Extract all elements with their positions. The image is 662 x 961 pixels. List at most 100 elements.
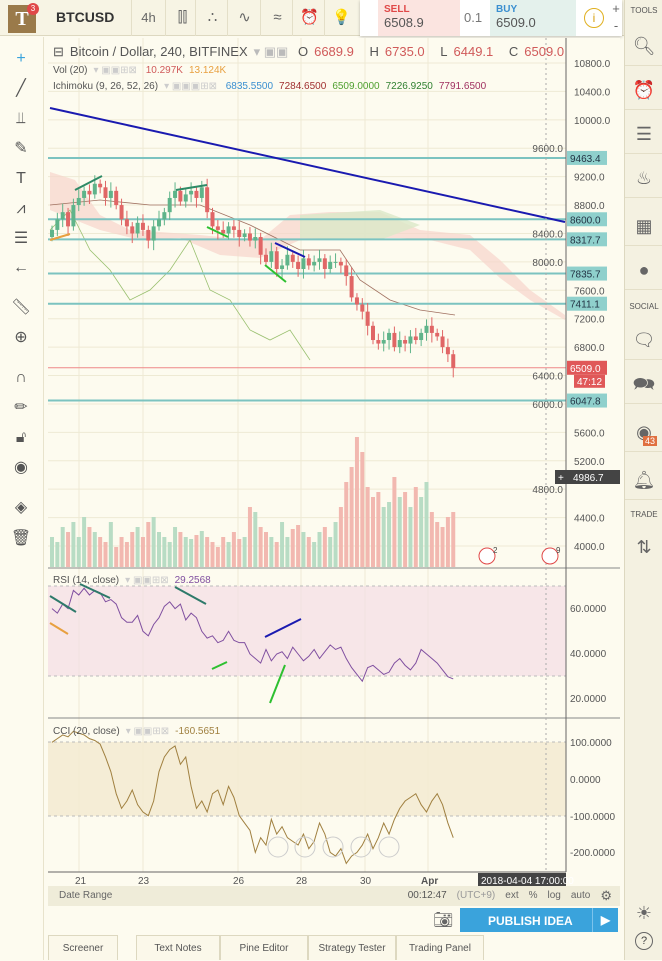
volume-legend[interactable]: Vol (20) ▾ ▣▣⊞⊠ 10.297K 13.124K [53,65,227,76]
time-axis[interactable]: 21 23 26 28 30 Apr 2018-04-04 17:00:00 [75,873,574,887]
volume-bar [178,532,183,567]
chat-icon[interactable]: 🗨︎ [625,320,662,360]
economic-event-flag-icon[interactable] [541,547,559,565]
volume-bar [253,512,258,567]
chart-canvas[interactable]: 10800.0 10400.0 10000.0 9600.0 9200.0 8800.0 8… [48,38,620,888]
collapse-icon[interactable]: ⊟ [53,44,64,59]
eye-icon[interactable]: ◉ [14,459,28,476]
notifications-bell-icon[interactable]: 🔔︎ [625,460,662,500]
magnet-icon[interactable]: ∩ [15,369,27,386]
low-value: 6449.1 [453,44,494,59]
candles [50,175,456,378]
log-toggle[interactable]: log [547,890,561,901]
camera-icon[interactable]: 📷︎ [433,912,454,929]
volume-bar [296,525,301,567]
templates-icon[interactable]: ≈ [260,0,294,36]
publish-idea-button[interactable]: PUBLISH IDEA ▶ [460,908,618,932]
trading-sort-icon[interactable]: ⇅ [636,537,652,557]
help-icon[interactable]: ? [635,932,653,950]
cci-axis-label: -100.0000 [570,812,615,823]
private-chat-icon[interactable]: 🗪︎ [625,364,662,404]
candle-body [317,258,322,262]
brush-icon[interactable]: ✎ [14,140,28,157]
date-label: Apr [421,876,438,887]
hotlist-flame-icon[interactable]: ♨ [625,158,662,198]
calendar-icon[interactable]: ▦ [625,206,662,246]
timezone[interactable]: (UTC+9) [456,890,496,901]
drawn-line[interactable] [175,184,208,191]
event-count: 2 [493,546,498,555]
lock-drawing-icon[interactable]: ✏ [14,399,28,416]
minus-button[interactable]: - [613,18,619,33]
economic-event-flag-icon[interactable] [478,547,496,565]
ext-toggle[interactable]: ext [505,890,519,901]
watchlist-icon[interactable]: ☰ [625,114,662,154]
auto-toggle[interactable]: auto [570,890,591,901]
buy-button[interactable]: BUY 6509.0 [490,0,576,36]
fib-icon[interactable]: ☰ [13,230,29,247]
percent-toggle[interactable]: % [528,890,538,901]
tab-trading-panel[interactable]: Trading Panel [396,935,484,960]
scroll-controls[interactable] [267,836,400,858]
sell-button[interactable]: SELL 6508.9 [378,0,460,36]
volume-bar [408,507,413,567]
unlock-icon[interactable]: 🔓︎ [15,429,27,446]
alert-icon[interactable]: ⏰ [292,0,326,36]
streams-icon[interactable]: ◉ [625,412,662,452]
cci-legend[interactable]: CCI (20, close) ▾ ▣▣⊞⊠ -160.5651 [53,726,221,737]
tab-strategy-tester[interactable]: Strategy Tester [308,935,396,960]
candle-body [146,229,151,241]
rsi-legend[interactable]: RSI (14, close) ▾ ▣▣⊞⊠ 29.2568 [53,575,211,586]
candle-body [408,336,413,344]
bug-report-icon[interactable]: ☀ [635,903,653,923]
volume-bar [92,532,97,567]
compare-icon[interactable]: ∴ [195,0,229,36]
main-series-legend[interactable]: ⊟ Bitcoin / Dollar, 240, BITFINEX ▾ ▣▣ O 66… [53,44,565,59]
pitchfork-icon[interactable]: ⫫ [16,110,26,127]
price-axis-label: 10400.0 [574,87,611,98]
trash-icon[interactable]: 🗑︎ [10,530,32,547]
alarm-clock-icon[interactable]: ⏰ [625,70,662,110]
ichimoku-legend[interactable]: Ichimoku (9, 26, 52, 26) ▾ ▣▣▣⊞⊠ 6835.550… [53,81,487,92]
search-icon[interactable]: 🔍︎ [625,26,662,66]
idea-bulb-icon[interactable]: 💡 [324,0,358,36]
crosshair-icon[interactable]: + [16,50,26,67]
info-icon[interactable]: i [584,8,604,28]
settings-gear-icon[interactable]: ⚙ [600,888,612,903]
volume-bar [322,527,327,567]
zoom-in-icon[interactable]: ⊕ [14,329,28,346]
date-range-button[interactable]: Date Range [59,890,113,901]
candle-body [435,332,440,337]
volume-bar [183,537,188,567]
text-tool-icon[interactable]: T [16,170,26,187]
drawn-line[interactable] [49,233,71,241]
tab-screener[interactable]: Screener [48,935,118,960]
symbol-search-button[interactable]: BTCUSD [56,9,115,25]
price-axis-label: 7600.0 [574,286,605,297]
candle-body [247,233,252,241]
tab-text-notes[interactable]: Text Notes [136,935,220,960]
ruler-icon[interactable]: 📏︎ [10,299,32,316]
tab-pine-editor[interactable]: Pine Editor [220,935,308,960]
plus-button[interactable]: + [612,1,620,16]
drawn-line[interactable] [206,226,229,238]
drawn-line[interactable] [74,175,103,191]
volume-bar [338,507,343,567]
trend-line[interactable] [49,107,566,223]
quantity-field[interactable]: 0.1 [464,10,483,25]
trendline-icon[interactable]: ╱ [16,80,26,97]
candle-body [242,233,247,238]
interval-button[interactable]: 4h [131,0,165,36]
candle-body [397,340,402,348]
ideas-bulb-icon[interactable]: ● [625,250,662,290]
indicators-icon[interactable]: ∿ [227,0,261,36]
play-icon[interactable]: ▶ [592,908,618,932]
pattern-icon[interactable]: ⩘ [16,200,26,217]
drawn-line[interactable] [264,264,287,283]
drawn-line[interactable] [274,242,306,258]
arrow-back-icon[interactable]: ← [13,259,29,276]
candles-icon[interactable]: ⫿⫿ [165,0,199,36]
candle-body [258,237,263,255]
price-axis[interactable]: 10800.0 10400.0 10000.0 9600.0 9200.0 8800.0 8… [532,59,610,553]
layers-icon[interactable]: ◈ [14,499,28,516]
